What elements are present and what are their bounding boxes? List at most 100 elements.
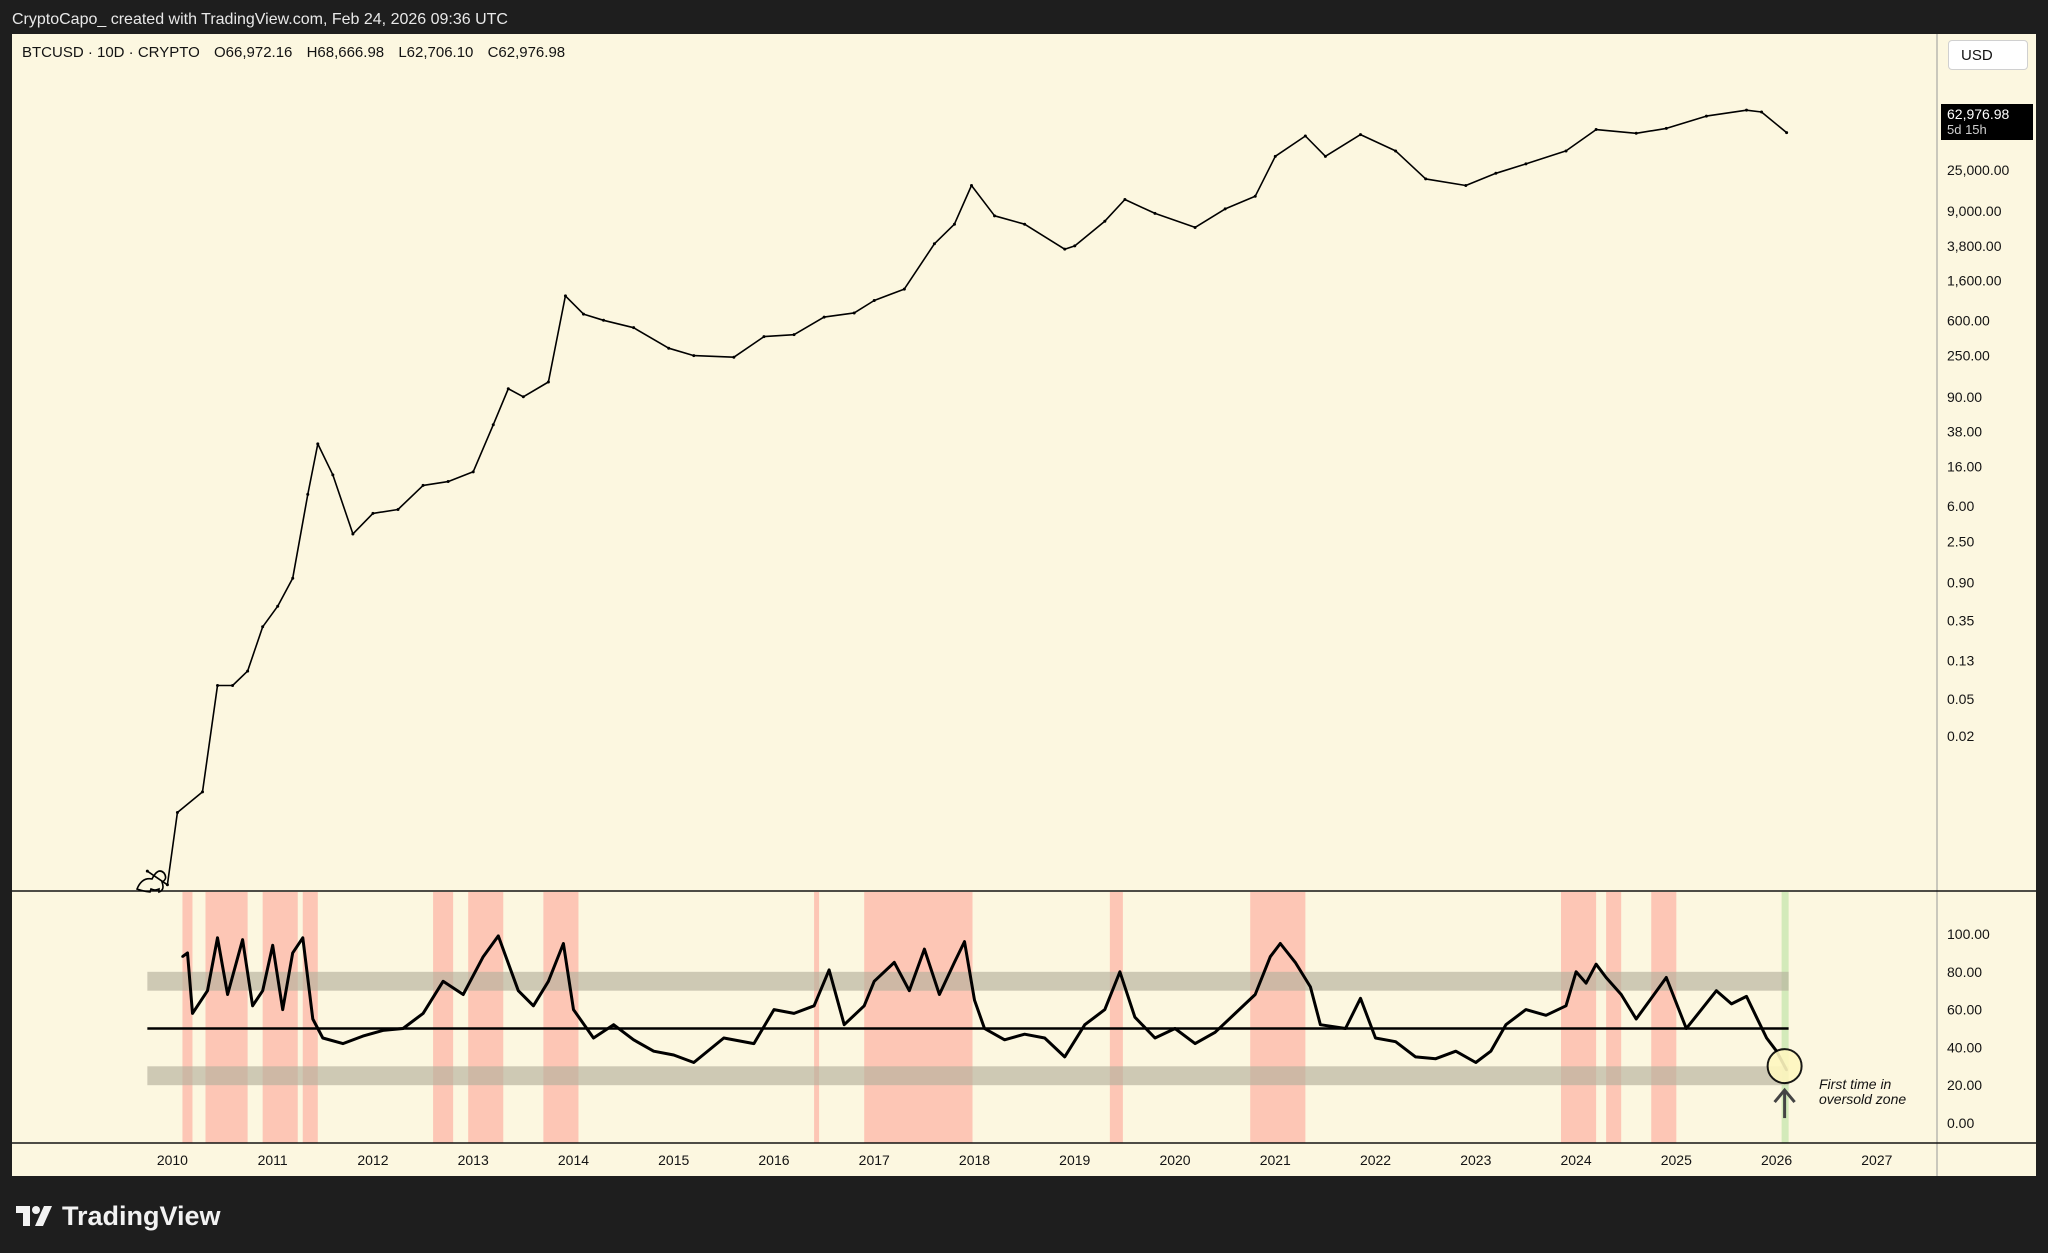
price-tick-label: 600.00 [1947, 312, 1990, 328]
time-tick-label: 2018 [959, 1152, 990, 1168]
price-tick-label: 0.35 [1947, 613, 1974, 629]
time-tick-label: 2026 [1761, 1152, 1792, 1168]
rsi-point [692, 1061, 695, 1064]
price-point [1760, 110, 1764, 114]
chart-svg[interactable]: 100,000.0025,000.009,000.003,800.001,600… [12, 34, 2036, 1176]
time-tick-label: 2012 [357, 1152, 388, 1168]
rsi-point [1715, 989, 1718, 992]
chart-marks [135, 870, 1803, 1119]
low-value: L62,706.10 [398, 44, 474, 61]
price-tick-label: 16.00 [1947, 458, 1982, 474]
rsi-point [983, 1027, 986, 1030]
rsi-point [1414, 1055, 1417, 1059]
price-point [1564, 149, 1568, 153]
rsi-point [973, 998, 976, 1002]
price-point [1153, 211, 1157, 215]
rsi-point [652, 1049, 655, 1053]
rsi-point [1344, 1027, 1347, 1030]
last-price-tag: 62,976.98 5d 15h [1941, 104, 2033, 140]
rsi-point [632, 1038, 635, 1042]
oversold-zone [1781, 892, 1789, 1143]
price-tick-label: 9,000.00 [1947, 203, 2002, 219]
chart-frame[interactable]: 100,000.0025,000.009,000.003,800.001,600… [12, 34, 2036, 1176]
rsi-point [191, 1012, 194, 1015]
rsi-point [1394, 1040, 1397, 1043]
rsi-point [206, 989, 209, 992]
price-tick-label: 0.05 [1947, 691, 1974, 707]
price-point [1303, 134, 1307, 138]
price-point [145, 869, 149, 873]
rsi-point [1153, 1036, 1157, 1040]
price-tick-label: 38.00 [1947, 424, 1982, 440]
rsi-point [361, 1034, 365, 1038]
price-point [1023, 222, 1027, 226]
rsi-point [893, 961, 896, 964]
time-tick-label: 2027 [1861, 1152, 1892, 1168]
price-tick-label: 3,800.00 [1947, 238, 2002, 254]
rsi-point [792, 1012, 796, 1015]
price-point [1193, 225, 1197, 229]
rsi-point [226, 993, 229, 996]
price-point [1073, 244, 1077, 248]
rsi-point [1635, 1017, 1638, 1021]
close-value: C62,976.98 [487, 44, 566, 61]
rsi-point [722, 1036, 726, 1040]
price-point [581, 312, 585, 316]
rsi-point [842, 1023, 846, 1026]
price-point [692, 354, 696, 358]
price-line [146, 109, 1788, 886]
tradingview-logo-icon [16, 1206, 52, 1226]
rsi-point [1043, 1036, 1046, 1040]
time-tick-label: 2017 [859, 1152, 890, 1168]
rsi-point [863, 1004, 866, 1008]
time-tick-label: 2025 [1661, 1152, 1692, 1168]
price-point [792, 333, 796, 337]
price-point [952, 222, 956, 226]
rsi-point [873, 980, 876, 983]
rsi-point [1359, 997, 1362, 1000]
time-tick-label: 2014 [558, 1152, 589, 1168]
rsi-line [181, 934, 1788, 1071]
time-tick-label: 2019 [1059, 1152, 1090, 1168]
rsi-point [1619, 993, 1623, 996]
rsi-point [261, 989, 264, 992]
rsi-point [461, 993, 465, 996]
rsi-point [592, 1036, 595, 1040]
price-point [1745, 108, 1749, 112]
rsi-point [1023, 1032, 1026, 1036]
price-point [371, 511, 375, 515]
rsi-point [572, 1008, 575, 1011]
price-point [732, 355, 736, 359]
oversold-annotation: First time in oversold zone [1819, 1077, 1906, 1107]
rsi-point [1685, 1027, 1688, 1030]
rsi-point [1294, 961, 1297, 964]
tradingview-brand[interactable]: TradingView [14, 1200, 221, 1232]
price-point [1494, 171, 1498, 175]
chart-caption: CryptoCapo_ created with TradingView.com… [12, 11, 508, 28]
price-point [1785, 131, 1789, 135]
rsi-point [1604, 976, 1608, 979]
time-tick-label: 2020 [1159, 1152, 1190, 1168]
currency-button[interactable]: USD [1948, 40, 2028, 70]
rsi-point [1574, 970, 1578, 973]
price-point [276, 604, 280, 608]
rsi-point [672, 1053, 675, 1057]
price-point [822, 315, 826, 319]
price-point [1664, 126, 1668, 130]
rsi-tick-label: 100.00 [1947, 926, 1990, 942]
price-tick-label: 25,000.00 [1947, 162, 2009, 178]
rsi-point [1434, 1057, 1437, 1060]
overbought-zone [433, 892, 454, 1143]
overbought-zone [1561, 892, 1597, 1143]
price-point [421, 483, 425, 487]
price-point [521, 395, 525, 399]
price-point [165, 883, 169, 887]
price-tick-label: 2.50 [1947, 533, 1974, 549]
rsi-point [1650, 997, 1653, 1000]
price-point [762, 335, 766, 339]
price-point [1704, 114, 1708, 118]
price-tick-label: 1,600.00 [1947, 273, 2002, 289]
bar-countdown: 5d 15h [1947, 122, 1987, 137]
price-tick-label: 90.00 [1947, 389, 1982, 405]
time-tick-label: 2024 [1560, 1152, 1591, 1168]
